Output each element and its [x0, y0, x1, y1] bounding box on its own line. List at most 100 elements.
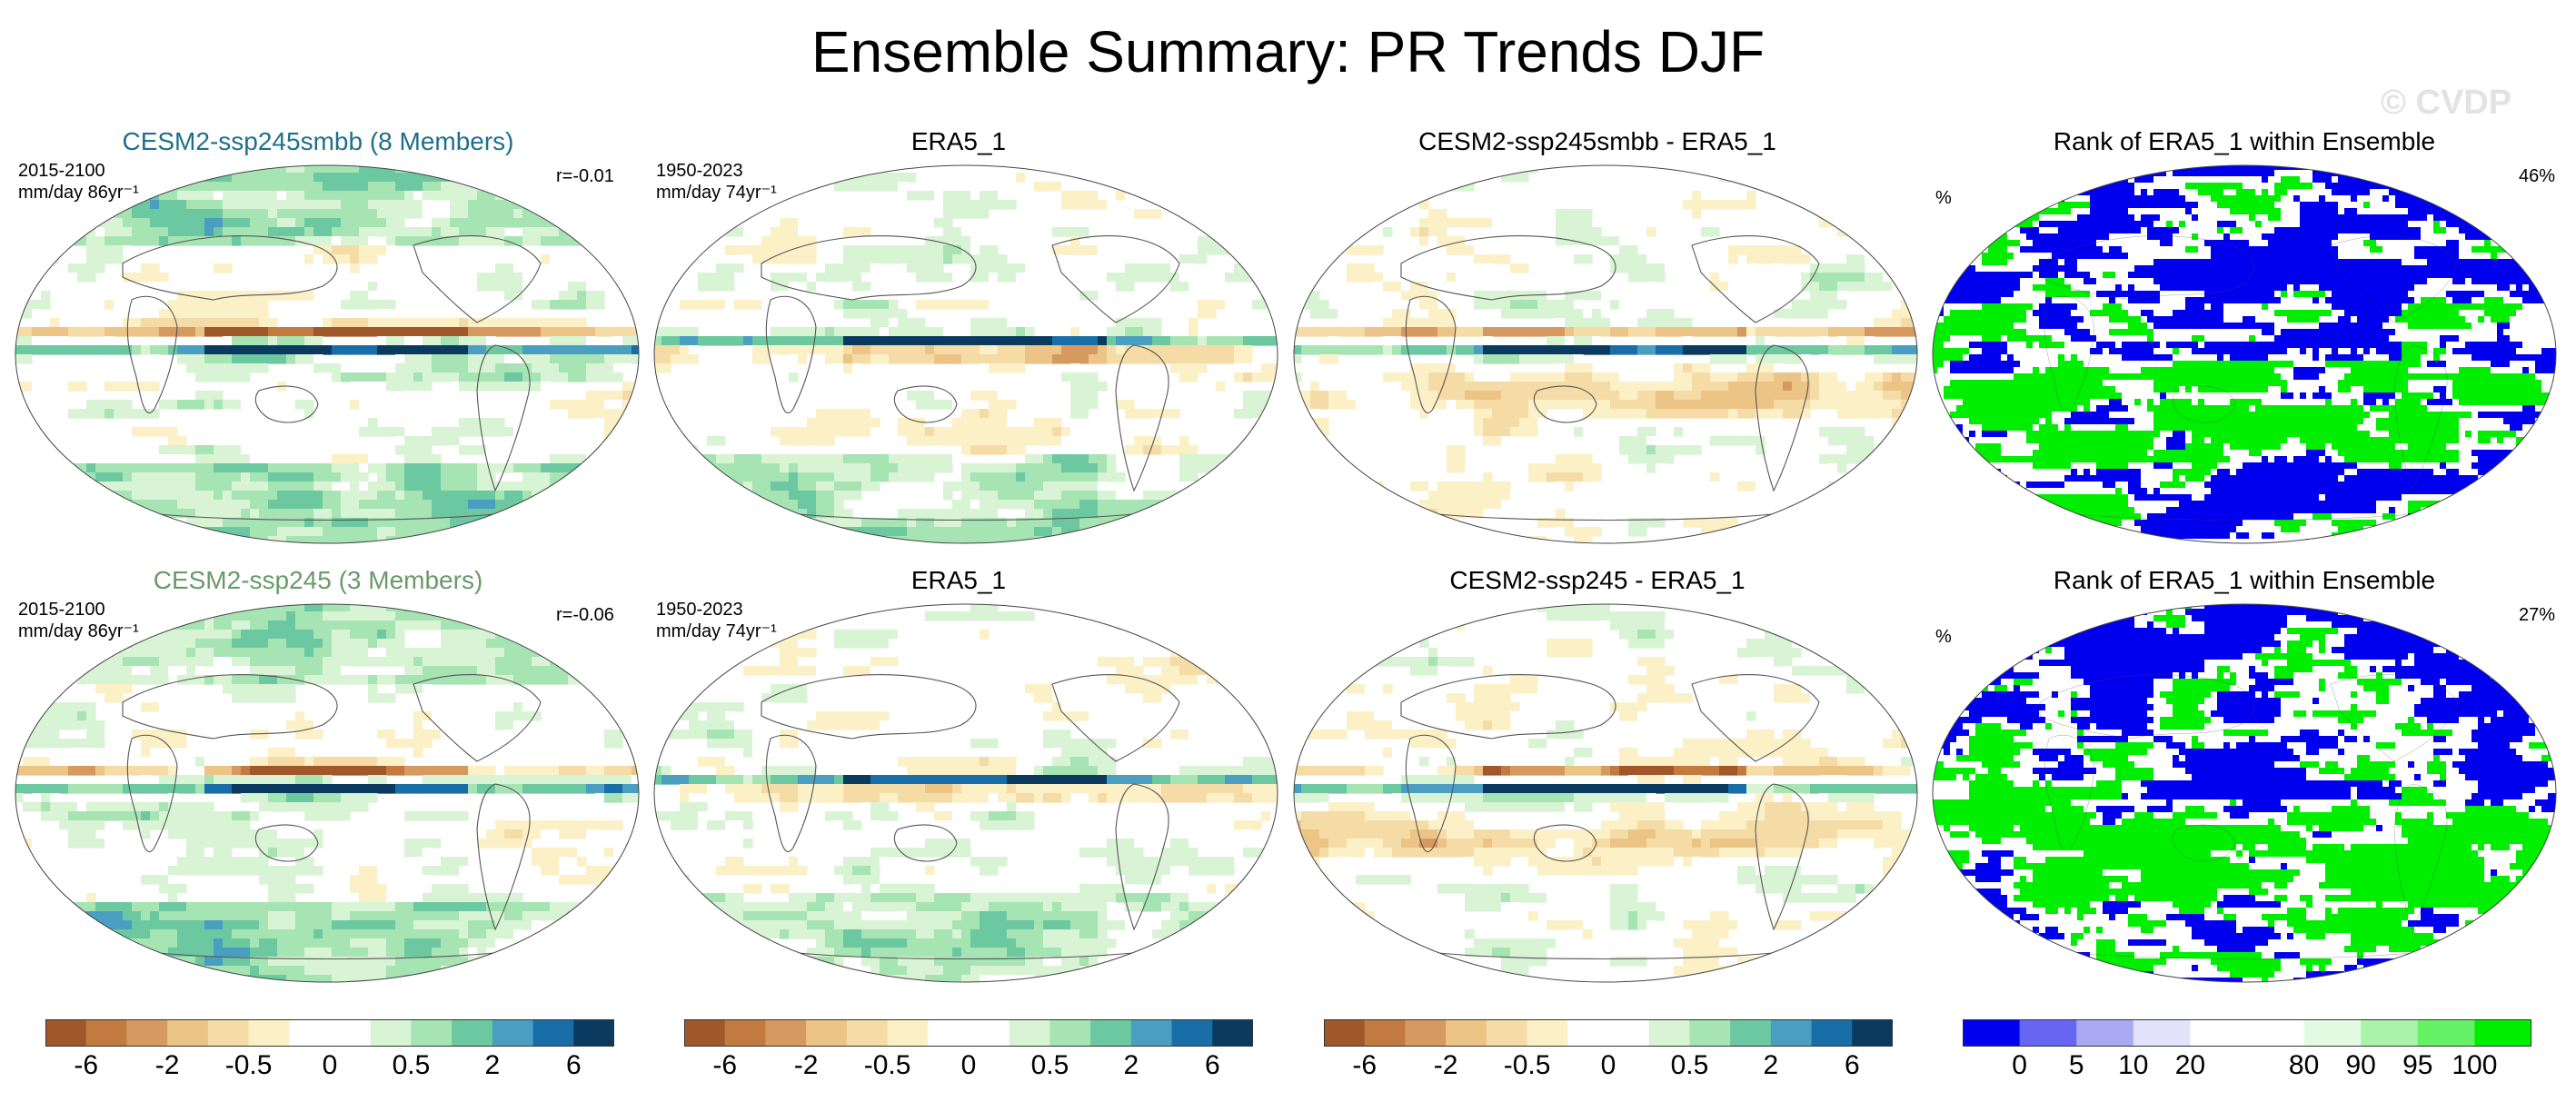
map-cell [780, 227, 790, 237]
map-cell [825, 273, 835, 283]
map-cell [2166, 214, 2173, 222]
map-cell [2198, 165, 2205, 171]
map-cell [15, 336, 24, 346]
map-cell [943, 518, 953, 528]
map-cell [168, 491, 178, 501]
map-cell [1619, 445, 1629, 455]
map-cell [2440, 253, 2447, 260]
map-cell [2122, 189, 2129, 196]
map-cell [332, 527, 342, 537]
map-cell [943, 354, 953, 364]
map-cell [898, 427, 908, 437]
map-cell [2306, 253, 2313, 260]
map-cell [332, 318, 342, 328]
map-cell [1043, 200, 1053, 210]
map-cell [459, 372, 469, 382]
map-cell [2173, 183, 2180, 190]
map-cell [916, 254, 926, 264]
map-cell [132, 472, 142, 482]
map-cell [377, 209, 387, 219]
map-cell [1419, 318, 1429, 328]
map-cell [1079, 345, 1089, 355]
map-cell [32, 382, 42, 392]
map-cell [1728, 282, 1738, 292]
map-cell [186, 391, 196, 401]
map-cell [132, 318, 142, 328]
map-cell [989, 409, 999, 419]
map-cell [1537, 327, 1547, 337]
map-cell [1328, 354, 1338, 364]
map-cell [1719, 345, 1729, 355]
map-cell [2033, 246, 2040, 253]
map-cell [1492, 491, 1502, 501]
map-cell [725, 454, 735, 464]
map-cell [834, 427, 844, 437]
map-cell [1216, 382, 1226, 392]
map-cell [1079, 509, 1089, 519]
map-cell [241, 336, 251, 346]
map-cell [2071, 227, 2078, 234]
map-cell [1016, 327, 1026, 337]
map-cell [1007, 418, 1017, 428]
map-cell [2402, 195, 2409, 203]
map-cell [1198, 345, 1208, 355]
map-cell [2370, 240, 2377, 247]
map-cell [1270, 300, 1278, 310]
map-cell [998, 518, 1008, 528]
map-cell [2217, 246, 2224, 253]
map-cell [980, 472, 990, 482]
map-cell [577, 409, 587, 419]
map-cell [241, 509, 251, 519]
map-cell [2058, 233, 2065, 241]
map-cell [825, 436, 835, 446]
map-cell [386, 300, 396, 310]
map-cell [771, 454, 781, 464]
map-cell [1565, 336, 1575, 346]
map-cell [870, 327, 880, 337]
map-cell [395, 327, 405, 337]
map-cell [2243, 233, 2250, 241]
map-cell [934, 336, 944, 346]
map-cell [2007, 233, 2014, 241]
map-cell [2382, 233, 2390, 241]
map-cell [432, 500, 442, 510]
map-cell [259, 536, 269, 543]
map-cell [816, 482, 826, 491]
map-cell [332, 254, 342, 264]
map-cell [807, 273, 817, 283]
map-cell [532, 382, 542, 392]
map-cell [671, 345, 681, 355]
map-cell [186, 182, 196, 192]
map-cell [2402, 183, 2409, 190]
map-cell [2173, 227, 2180, 234]
map-cell [1501, 491, 1511, 501]
map-cell [2262, 246, 2269, 253]
map-cell [323, 165, 333, 174]
map-cell [2274, 208, 2282, 215]
map-cell [943, 245, 953, 255]
map-cell [486, 372, 496, 382]
map-cell [1456, 382, 1466, 392]
map-cell [998, 254, 1008, 264]
map-cell [1874, 372, 1884, 382]
map-cell [1374, 282, 1384, 292]
map-cell [15, 382, 24, 392]
map-cell [2262, 265, 2269, 273]
map-cell [2141, 221, 2148, 228]
map-cell [2363, 259, 2371, 266]
map-cell [1737, 191, 1747, 201]
map-cell [114, 245, 124, 255]
map-cell [159, 236, 169, 246]
map-cell [1610, 254, 1620, 264]
map-cell [450, 363, 460, 373]
map-cell [843, 463, 853, 473]
map-cell [2287, 189, 2294, 196]
map-cell [916, 518, 926, 528]
map-cell [350, 173, 360, 183]
map-cell [1034, 518, 1044, 528]
map-cell [2153, 240, 2161, 247]
map-cell [604, 345, 614, 355]
map-cell [880, 309, 890, 319]
map-cell [934, 463, 944, 473]
map-cell [1234, 327, 1244, 337]
